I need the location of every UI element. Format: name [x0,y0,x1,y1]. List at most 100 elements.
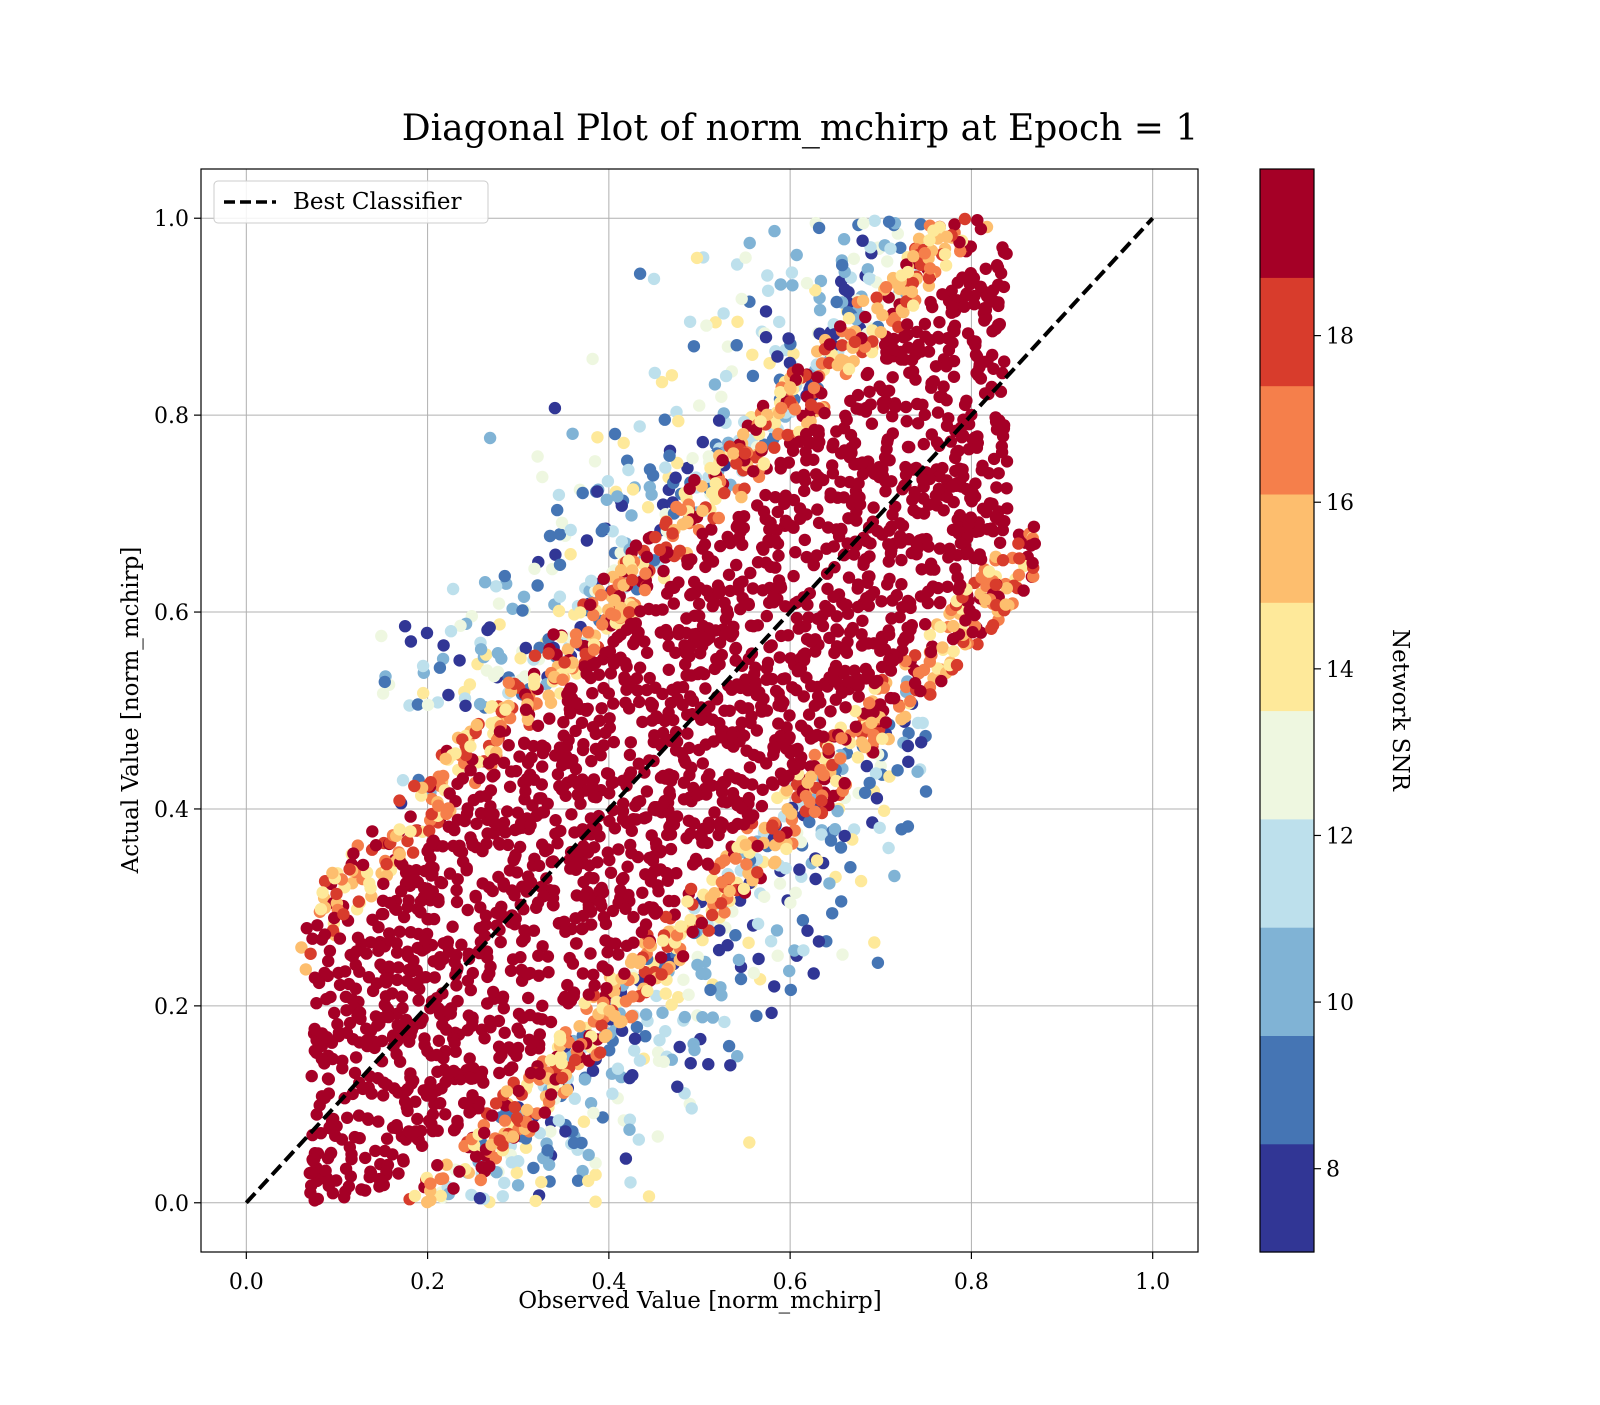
scatter-point [947,645,960,658]
scatter-point [581,626,595,639]
scatter-point [751,556,765,569]
scatter-point [498,569,511,583]
scatter-point [510,1166,523,1180]
scatter-point [305,1166,318,1179]
scatter-point [740,858,753,871]
scatter-point [879,281,893,294]
scatter-point [466,1089,479,1102]
scatter-point [755,441,768,454]
y-axis: 0.0 0.2 0.4 0.6 0.8 1.0 [154,207,201,1217]
scatter-point [759,488,772,502]
scatter-point [323,944,337,958]
scatter-point [432,799,445,812]
scatter-point [342,1180,356,1193]
scatter-point [812,221,826,235]
scatter-point [596,886,610,899]
scatter-point [696,504,709,517]
scatter-point [790,611,804,625]
scatter-point [844,861,857,874]
scatter-point [567,1136,581,1150]
scatter-point [899,468,913,482]
scatter-point [759,331,773,344]
scatter-point [937,504,950,517]
scatter-point [1012,537,1025,550]
scatter-point [448,823,461,837]
scatter-point [319,1164,332,1177]
scatter-point [564,548,577,561]
scatter-point [910,325,923,339]
scatter-point [715,779,729,792]
scatter-point [764,935,778,948]
scatter-point [611,1062,625,1075]
scatter-point [654,863,667,876]
scatter-point [836,258,849,272]
scatter-point [799,789,813,803]
scatter-point [739,251,752,264]
scatter-point [603,645,617,658]
scatter-point [956,271,969,284]
scatter-point [882,215,896,228]
scatter-point [552,1114,565,1127]
colorbar-tick-label: 10 [1326,991,1354,1016]
scatter-point [908,485,921,499]
scatter-point [326,1052,339,1066]
scatter-point [603,721,616,734]
scatter-point [1000,455,1014,468]
scatter-point [478,1032,491,1045]
scatter-point [726,787,740,800]
scatter-point [625,509,638,522]
scatter-point [734,972,748,986]
scatter-point [841,607,855,620]
scatter-point [360,1034,373,1047]
scatter-point [600,493,613,506]
scatter-point [451,873,464,886]
scatter-point [308,1152,321,1166]
scatter-point [696,527,709,540]
scatter-point [896,519,910,532]
scatter-point [667,597,680,610]
scatter-point [767,591,780,604]
scatter-point [802,708,816,721]
scatter-point [881,255,894,268]
scatter-point [544,1088,558,1101]
scatter-point [549,548,562,561]
scatter-point [848,335,862,349]
scatter-point [403,1035,416,1048]
scatter-point [838,444,851,457]
scatter-point [625,824,638,837]
scatter-point [643,671,656,685]
scatter-point [432,895,445,909]
scatter-point [542,689,555,702]
scatter-point [556,782,569,796]
scatter-point [322,954,335,968]
scatter-point [852,578,865,591]
scatter-point [935,674,948,688]
scatter-point [395,885,408,898]
scatter-point [500,1085,513,1098]
scatter-point [461,802,474,815]
scatter-point [653,1034,666,1047]
scatter-point [449,747,462,760]
colorbar-segment [1260,277,1314,387]
scatter-point [773,830,786,843]
scatter-point [661,628,675,642]
scatter-point [595,1019,608,1032]
scatter-point [453,1165,466,1178]
scatter-point [614,884,627,897]
scatter-point [630,672,644,685]
scatter-point [915,736,928,749]
scatter-point [656,934,670,947]
scatter-point [810,549,823,562]
scatter-point [702,1058,715,1071]
scatter-point [768,980,781,993]
scatter-point [761,284,775,297]
scatter-point [947,323,960,336]
scatter-point [571,788,584,801]
scatter-point [696,435,709,449]
scatter-point [587,968,600,981]
scatter-point [690,251,704,265]
scatter-point [947,619,960,633]
scatter-point [756,541,769,554]
scatter-point [676,680,690,694]
scatter-point [594,749,607,762]
